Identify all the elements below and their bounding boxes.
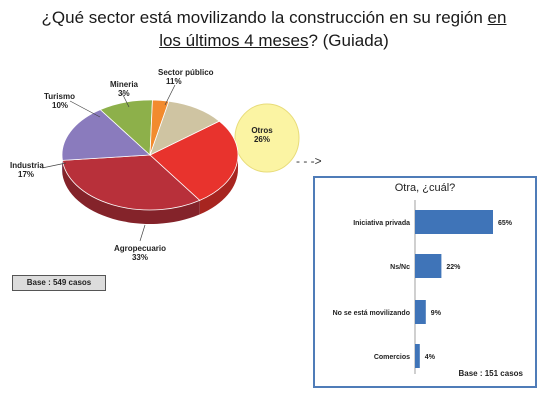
pie-label-sector-publico: Sector público bbox=[158, 68, 214, 77]
title-part-1: ¿Qué sector está movilizando la construc… bbox=[41, 8, 488, 27]
otros-highlight bbox=[234, 103, 300, 173]
chart-title: ¿Qué sector está movilizando la construc… bbox=[0, 6, 548, 52]
bar-base-label: Base : 151 casos bbox=[458, 369, 524, 378]
pie-side-agropecuario bbox=[62, 160, 200, 224]
pie-base-label: Base : 549 casos bbox=[12, 275, 106, 291]
pie-value-industria: 17% bbox=[18, 170, 34, 179]
bar-value-no-se-esta-movilizando: 9% bbox=[431, 310, 442, 317]
leader-line-agropecuario bbox=[139, 224, 146, 242]
bar-ns-nc bbox=[415, 254, 442, 278]
leader-line-sector-publico bbox=[164, 84, 176, 106]
pie-top bbox=[61, 99, 239, 211]
pie-label-industria: Industria bbox=[10, 161, 44, 170]
pie-slice-agropecuario bbox=[61, 154, 201, 211]
pie-slice-industria bbox=[61, 109, 151, 161]
pie-value-otros: 26% bbox=[254, 135, 270, 144]
pie-value-turismo: 10% bbox=[52, 101, 68, 110]
bar-category-ns-nc: Ns/Nc bbox=[390, 264, 410, 271]
pie-label-agropecuario: Agropecuario bbox=[114, 244, 166, 253]
bar-chart: Iniciativa privada 65% Ns/Nc 22% No se está … bbox=[333, 200, 513, 374]
pie-slice-otros bbox=[149, 120, 239, 201]
pie-value-sector-publico: 11% bbox=[166, 77, 182, 86]
bar-no-se-esta-movilizando bbox=[415, 300, 426, 324]
leader-line-mineria bbox=[121, 92, 130, 108]
bar-value-iniciativa-privada: 65% bbox=[498, 220, 513, 227]
pie-label-otros: Otros bbox=[251, 126, 273, 135]
arrow-to-detail: - - -> bbox=[296, 154, 322, 168]
bar-value-comercios: 4% bbox=[425, 354, 436, 361]
title-part-2: en bbox=[487, 8, 507, 27]
bar-comercios bbox=[415, 344, 420, 368]
bar-iniciativa-privada bbox=[415, 210, 493, 234]
bar-category-iniciativa-privada: Iniciativa privada bbox=[353, 220, 410, 227]
pie-label-turismo: Turismo bbox=[44, 92, 75, 101]
pie-side-otros bbox=[199, 155, 238, 215]
bar-category-comercios: Comercios bbox=[374, 354, 410, 361]
leader-line-turismo bbox=[69, 100, 101, 118]
pie-value-agropecuario: 33% bbox=[132, 253, 148, 262]
detail-panel: Iniciativa privada 65% Ns/Nc 22% No se está … bbox=[313, 176, 537, 388]
title-part-3: los últimos 4 meses bbox=[159, 31, 309, 50]
bar-value-ns-nc: 22% bbox=[446, 264, 461, 271]
leader-line-industria bbox=[41, 162, 67, 169]
pie-slice-sector-publico bbox=[149, 100, 221, 156]
pie-value-mineria: 3% bbox=[118, 89, 130, 98]
title-part-4: ? (Guiada) bbox=[308, 31, 389, 50]
bar-category-no-se-esta-movilizando: No se está movilizando bbox=[333, 310, 410, 317]
bar-chart-title: Otra, ¿cuál? bbox=[394, 182, 456, 194]
pie-label-mineria: Mineria bbox=[110, 80, 139, 89]
